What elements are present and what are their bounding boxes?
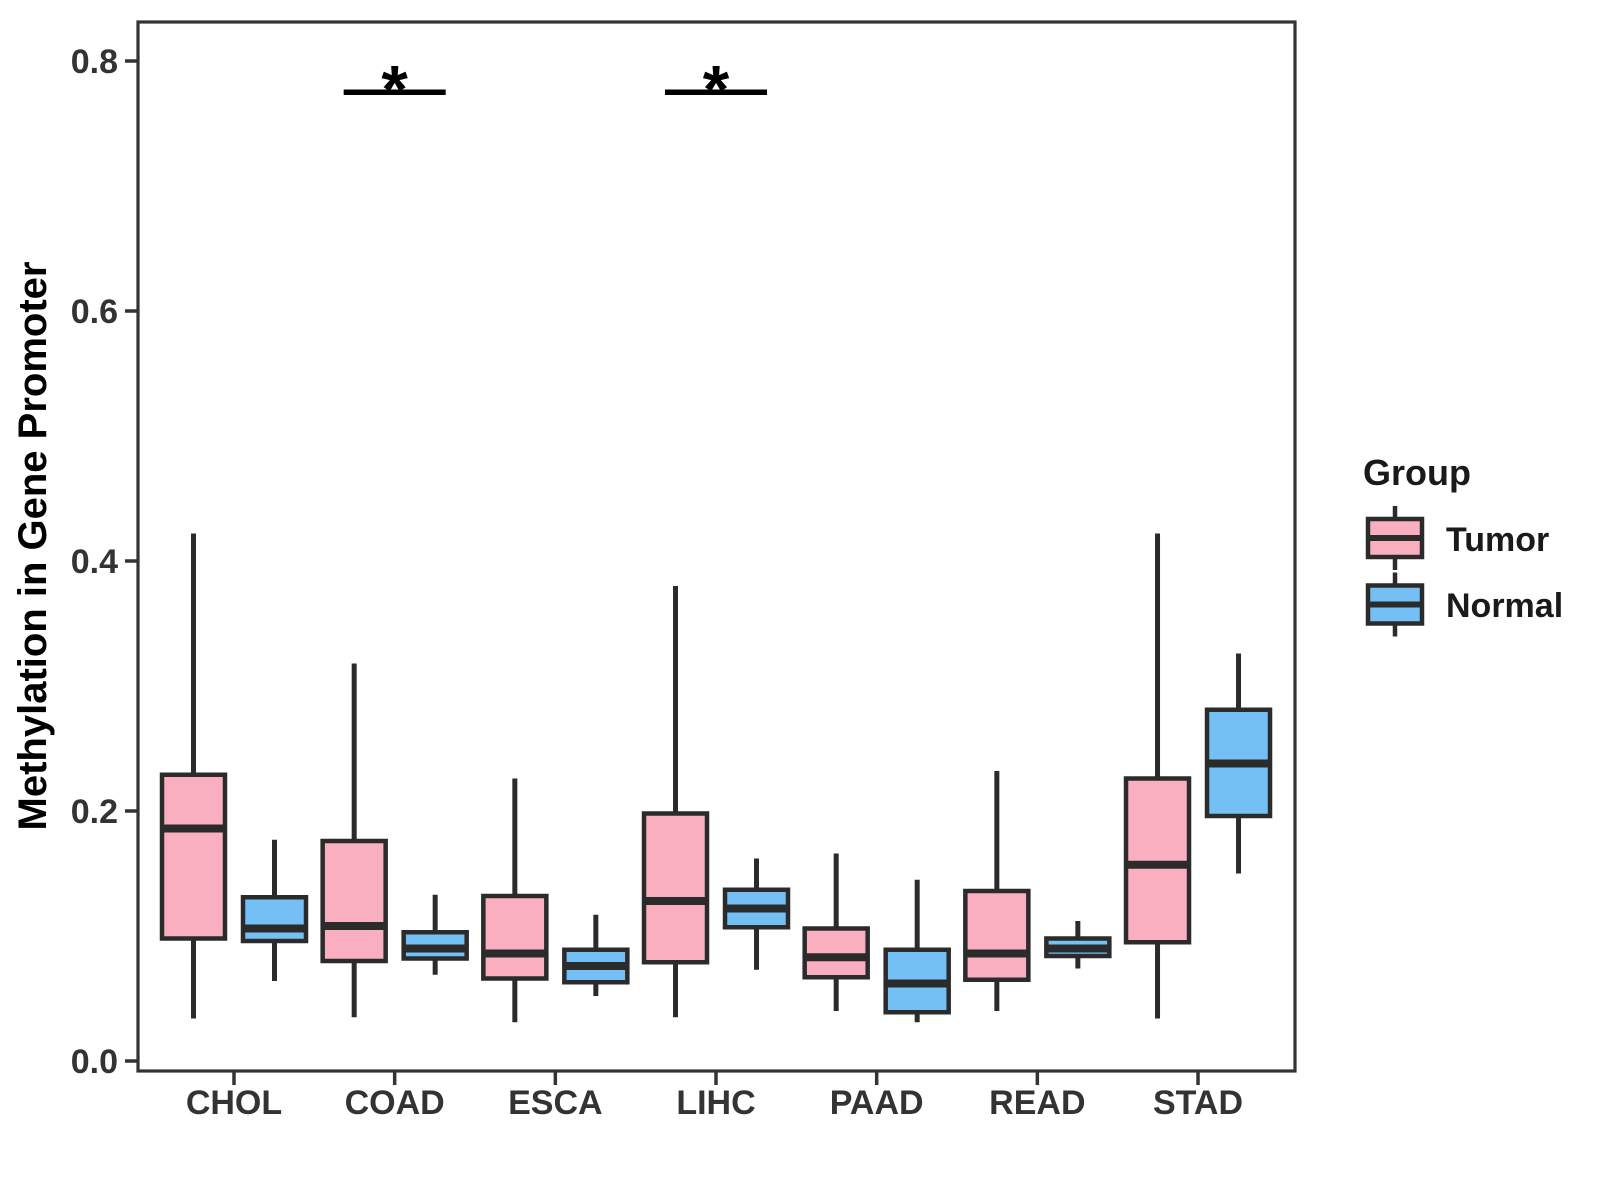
iqr-box xyxy=(963,888,1031,982)
x-tick-label-ESCA: ESCA xyxy=(508,1084,602,1122)
boxplot-normal-READ xyxy=(1044,921,1112,969)
iqr-box xyxy=(320,838,388,964)
boxplots xyxy=(159,533,1273,1023)
legend-title: Group xyxy=(1363,452,1471,493)
boxplot-tumor-COAD xyxy=(320,663,388,1018)
iqr-box xyxy=(240,895,309,944)
boxplot-normal-CHOL xyxy=(240,839,309,981)
x-tick-label-LIHC: LIHC xyxy=(676,1084,755,1122)
plot-panel xyxy=(136,20,1297,1073)
y-tick-label-0.4: 0.4 xyxy=(71,543,118,581)
boxplot-normal-PAAD xyxy=(883,879,951,1023)
legend-label-normal: Normal xyxy=(1446,587,1563,625)
x-tick-label-COAD: COAD xyxy=(345,1084,445,1122)
boxplot-normal-COAD xyxy=(401,894,469,975)
legend-keys xyxy=(1365,506,1425,637)
x-tick-label-PAAD: PAAD xyxy=(830,1084,924,1122)
significance-annotations: * * xyxy=(343,51,768,127)
x-tick-label-STAD: STAD xyxy=(1153,1084,1243,1122)
legend-key-tumor xyxy=(1365,506,1425,570)
boxplot-normal-ESCA xyxy=(562,914,630,996)
iqr-box xyxy=(802,926,870,980)
y-tick-label-0.6: 0.6 xyxy=(71,293,118,331)
sig-star-COAD: * xyxy=(381,51,408,127)
iqr-box xyxy=(1123,776,1192,945)
iqr-box xyxy=(481,893,549,981)
x-tick-label-CHOL: CHOL xyxy=(186,1084,282,1122)
x-tick-label-READ: READ xyxy=(989,1084,1085,1122)
boxplot-normal-LIHC xyxy=(722,858,791,970)
panel-border xyxy=(136,20,1297,1073)
boxplot-tumor-CHOL xyxy=(159,533,228,1019)
boxplot-tumor-STAD xyxy=(1123,533,1192,1019)
boxplot-tumor-LIHC xyxy=(641,586,710,1018)
boxplot-normal-STAD xyxy=(1204,653,1273,874)
boxplot-tumor-PAAD xyxy=(802,853,870,1011)
iqr-box xyxy=(159,772,228,941)
legend-key-normal xyxy=(1365,572,1425,637)
boxplot-tumor-READ xyxy=(963,771,1031,1011)
boxplot-tumor-ESCA xyxy=(481,778,549,1023)
y-tick-label-0.2: 0.2 xyxy=(71,793,118,831)
y-tick-label-0.8: 0.8 xyxy=(71,43,118,81)
legend: Group Tumor Normal xyxy=(1363,452,1563,637)
sig-star-LIHC: * xyxy=(703,51,730,127)
y-tick-label-0.0: 0.0 xyxy=(71,1043,118,1081)
y-axis-title: Methylation in Gene Promoter xyxy=(11,262,55,831)
legend-label-tumor: Tumor xyxy=(1446,521,1549,559)
iqr-box xyxy=(641,811,710,965)
axes: 0.0 0.2 0.4 0.6 0.8 CHOL COAD ESCA LIHC PAAD READ S… xyxy=(71,43,1243,1122)
